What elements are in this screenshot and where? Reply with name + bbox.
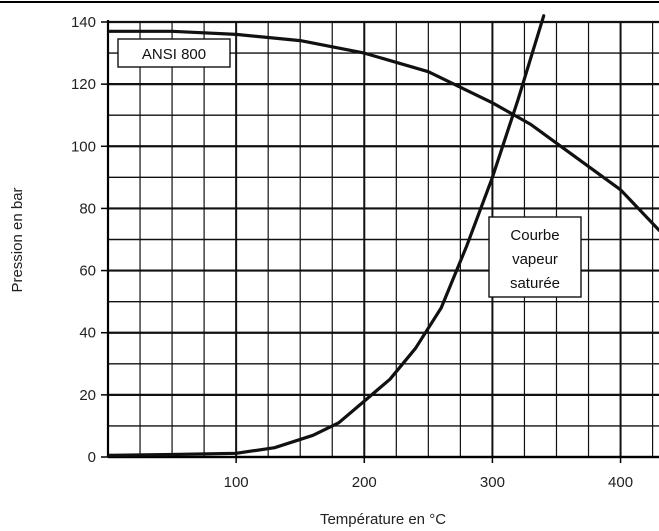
ansi-800-label-box: ANSI 800 — [117, 38, 231, 68]
steam-label-line-3: saturée — [510, 275, 560, 292]
steam-label-line-2: vapeur — [512, 251, 558, 268]
ansi-800-curve — [108, 29, 659, 232]
x-tick-label: 100 — [224, 474, 249, 491]
vertical-gridlines — [139, 22, 654, 457]
y-tick-label: 20 — [79, 387, 96, 404]
y-axis-label: Pression en bar — [9, 187, 26, 292]
y-tick-label: 140 — [71, 14, 96, 31]
y-tick-label: 120 — [71, 76, 96, 93]
series-lines — [108, 14, 659, 457]
saturated-steam-curve — [108, 14, 546, 457]
x-axis-label: Température en °C — [320, 511, 446, 528]
x-tick-label: 300 — [480, 474, 505, 491]
axes — [101, 20, 659, 463]
horizontal-gridlines — [108, 20, 659, 459]
steam-curve-label-box: Courbe vapeur saturée — [488, 216, 582, 298]
x-tick-label: 400 — [608, 474, 633, 491]
y-tick-label: 80 — [79, 200, 96, 217]
x-tick-label: 200 — [352, 474, 377, 491]
y-tick-label: 60 — [79, 263, 96, 280]
steam-label-line-1: Courbe — [510, 227, 559, 244]
y-tick-label: 40 — [79, 325, 96, 342]
ansi-800-label: ANSI 800 — [142, 46, 206, 63]
tick-labels: 0 20 40 60 80 100 120 140 100 200 300 400 — [71, 14, 633, 491]
y-tick-label: 100 — [71, 138, 96, 155]
y-tick-label: 0 — [88, 449, 96, 466]
